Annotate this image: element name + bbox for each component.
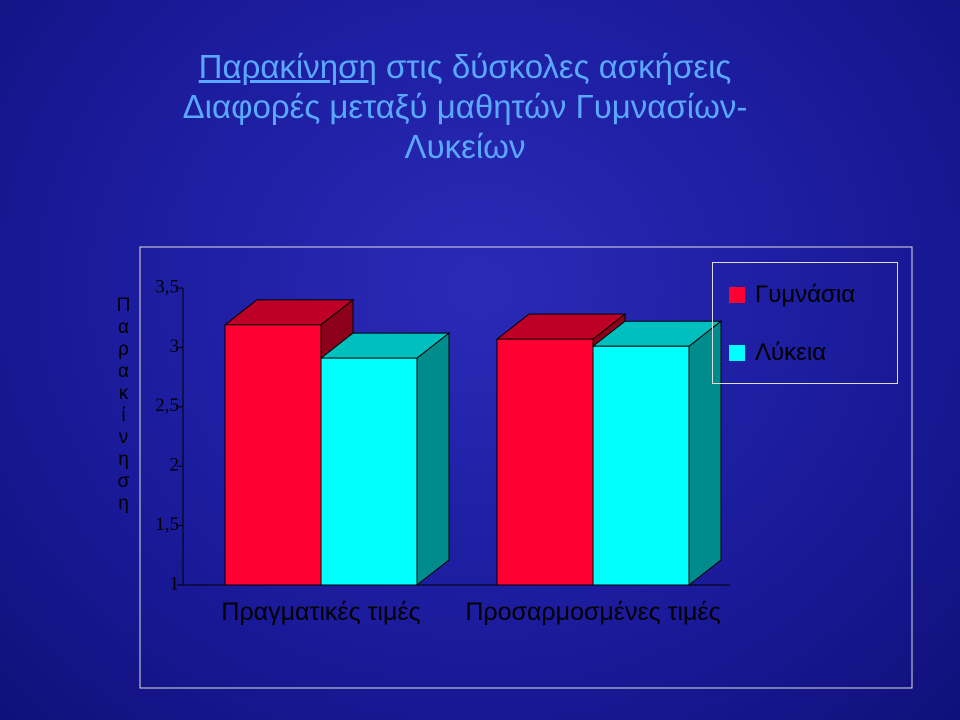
bar-front [496, 338, 594, 586]
y-tick-label: 3,5 [155, 276, 179, 297]
chart-frame [139, 246, 913, 689]
bar-front [224, 324, 322, 586]
bar [591, 320, 723, 587]
bar [319, 332, 451, 587]
legend-swatch [729, 287, 745, 303]
bar-front [592, 345, 690, 586]
x-tick-label: Πραγματικές τιμές [221, 598, 421, 626]
bar-front [320, 357, 418, 586]
legend-item: Λύκεια [729, 339, 826, 367]
y-tick-label: 2,5 [155, 395, 179, 416]
legend-swatch [729, 345, 745, 361]
y-tick-label: 1,5 [155, 514, 179, 535]
title-line: Λυκείων [0, 128, 930, 166]
title-text: Λυκείων [404, 128, 526, 165]
title-line: Παρακίνηση στις δύσκολες ασκήσεις [0, 48, 930, 86]
title-text: Παρακίνηση [198, 48, 377, 85]
legend-label: Λύκεια [755, 339, 827, 366]
y-axis-label: Παρακίνηση [113, 295, 134, 515]
title-text: Διαφορές μεταξύ μαθητών Γυμνασίων- [182, 88, 748, 125]
y-tick-label: 1 [170, 573, 180, 594]
title-text: στις δύσκολες ασκήσεις [386, 48, 732, 85]
y-tick-label: 2 [170, 455, 180, 476]
legend-item: Γυμνάσια [729, 281, 855, 309]
x-tick-label: Προσαρμοσμένες τιμές [465, 598, 721, 626]
bar-side [416, 332, 450, 587]
y-tick-label: 3 [170, 336, 180, 357]
legend: Γυμνάσια Λύκεια [712, 262, 898, 384]
title-line: Διαφορές μεταξύ μαθητών Γυμνασίων- [0, 88, 930, 126]
legend-label: Γυμνάσια [755, 281, 856, 308]
